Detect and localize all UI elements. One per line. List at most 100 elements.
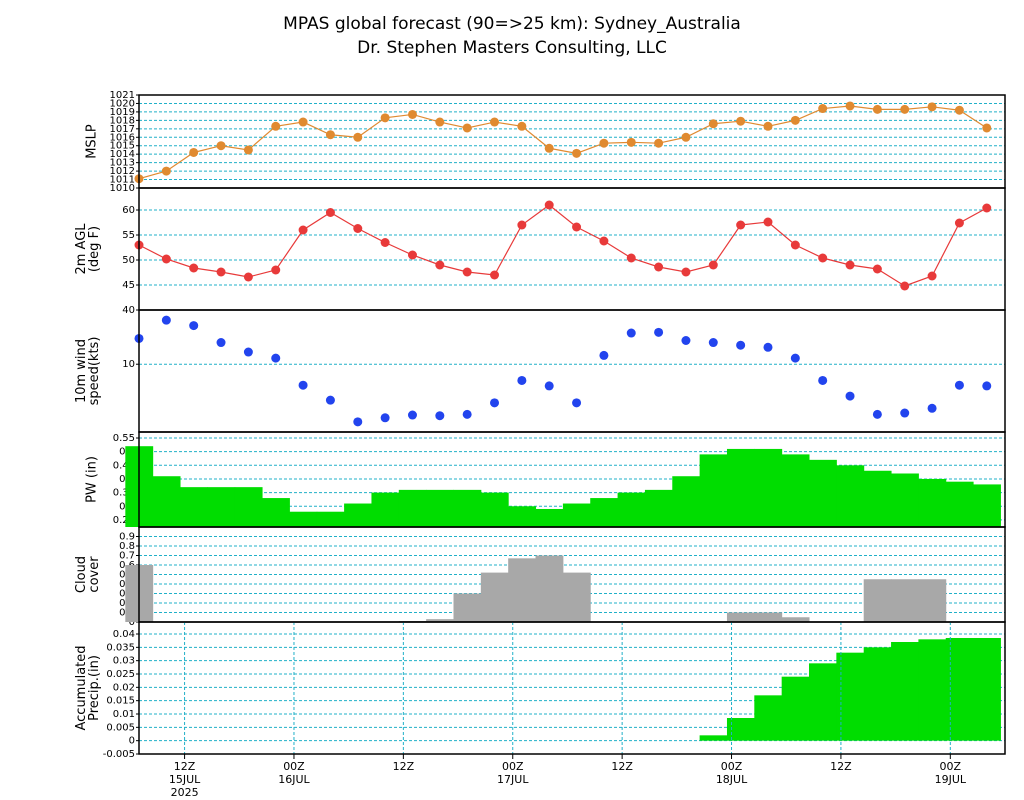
y-tick-label: 0.35 [113,488,135,499]
bar [508,506,537,527]
bar [973,638,1001,741]
data-point [517,121,527,131]
bar [781,617,810,622]
data-point [736,220,746,230]
data-point [927,102,937,112]
bar [891,473,919,527]
x-tick-label: 12Z [393,760,415,773]
y-tick-label: 0.02 [113,682,135,693]
y-tick-label: 55 [122,230,135,241]
data-point [407,250,417,260]
data-point [845,260,855,270]
data-point [216,141,226,151]
data-point [927,403,937,413]
bar [234,487,263,527]
bar [480,572,509,622]
bar [836,465,865,527]
y-tick-label: 1016 [110,132,135,143]
data-point [271,353,281,363]
bar [754,448,783,527]
chart-subtitle: Dr. Stephen Masters Consulting, LLC [357,38,667,58]
data-point [325,395,335,405]
data-point [243,347,253,357]
y-tick-label: 0 [129,617,135,628]
y-tick-label: 0.005 [106,722,135,733]
bar [426,619,454,622]
bar [918,478,947,527]
data-point [708,119,718,129]
data-point [298,225,308,235]
data-point [681,132,691,142]
bar [535,508,564,527]
x-tick-label: 12Z [830,760,852,773]
bar [891,642,919,741]
data-point [763,342,773,352]
data-point [763,121,773,131]
bar [453,489,482,527]
data-point [872,264,882,274]
data-point [490,117,500,127]
data-point [298,117,308,127]
bar [152,476,181,527]
bar [699,735,728,741]
data-point [517,375,527,385]
data-point [954,105,964,115]
data-point [845,391,855,401]
bar [863,470,892,527]
data-point [490,270,500,280]
y-tick-label: 0.45 [113,460,135,471]
y-axis-label: Precip.(in) [87,655,102,721]
data-point [736,116,746,126]
bar [180,487,208,527]
data-point [599,138,609,148]
y-tick-label: 1015 [110,141,135,152]
y-tick-label: 45 [122,280,135,291]
y-tick-label: 1011 [110,175,135,186]
bar [617,492,646,527]
data-point [189,321,199,331]
data-point [982,381,992,391]
bar [918,639,947,741]
bar [809,459,837,527]
bar [863,579,892,622]
bar [262,498,290,527]
y-axis-label: (deg F) [87,226,102,272]
line [138,105,988,180]
data-point [982,123,992,133]
data-point [161,315,171,325]
data-point [407,109,417,119]
data-point [654,327,664,337]
data-point [271,121,281,131]
data-point [216,267,226,277]
bar [781,454,810,527]
data-point [271,265,281,275]
data-point [790,115,800,125]
data-point [544,200,554,210]
data-point [243,145,253,155]
line [138,204,988,287]
data-point [353,417,363,427]
y-tick-label: 0.03 [113,656,135,667]
data-point [353,132,363,142]
bar [754,612,783,622]
y-tick-label: 1019 [110,107,135,118]
data-point [380,113,390,123]
bar [590,498,619,527]
data-point [872,409,882,419]
data-point [790,353,800,363]
bar [508,558,537,622]
data-point [572,398,582,408]
bar [863,647,892,741]
y-axis-label: 2m AGL [74,223,89,275]
panel-frame [138,621,1006,755]
data-point [243,272,253,282]
data-point [681,336,691,345]
data-point [380,413,390,423]
bar [781,676,810,741]
bar [398,489,427,527]
bar [316,511,345,527]
data-point [982,203,992,213]
bar [207,487,236,527]
data-point [544,143,554,153]
